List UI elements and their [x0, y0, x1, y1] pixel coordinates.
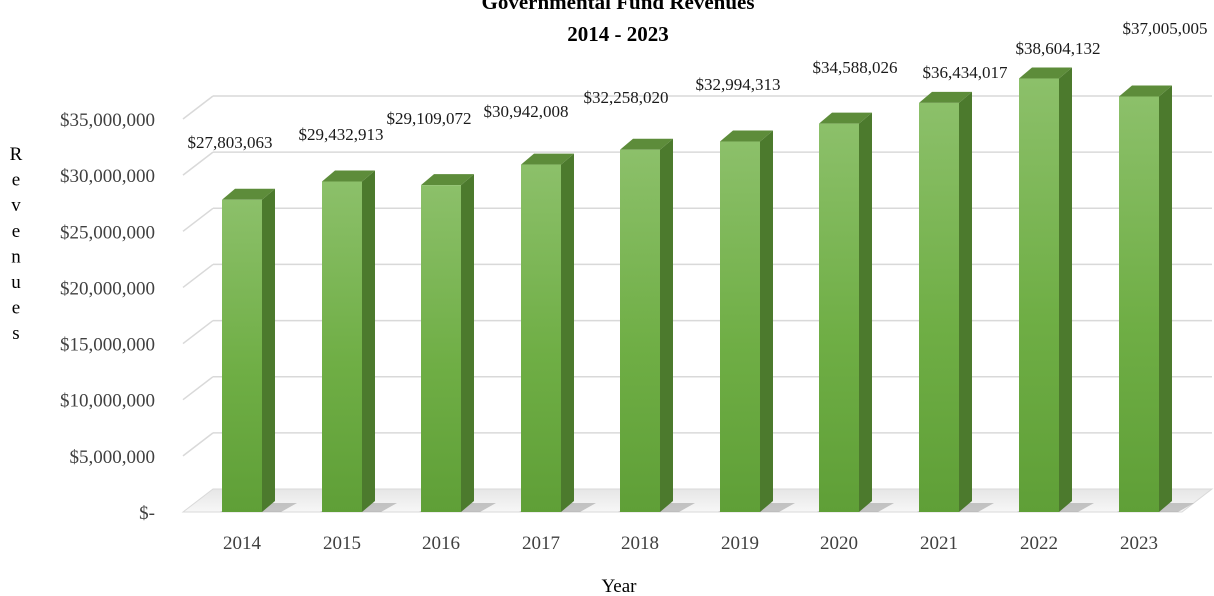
bar-top [720, 130, 773, 142]
bar-top [1019, 67, 1072, 79]
bar-front [222, 199, 262, 512]
x-tick-label: 2019 [721, 533, 759, 554]
bar-front [819, 123, 859, 512]
bar-side [1159, 85, 1172, 512]
y-tick-label: $25,000,000 [60, 222, 155, 243]
bar-side [561, 153, 574, 512]
bar-2018 [618, 138, 695, 512]
bars [220, 67, 1194, 512]
chart-subtitle: 2014 - 2023 [567, 22, 669, 46]
bar-2016 [419, 174, 496, 512]
y-tick-label: $10,000,000 [60, 391, 155, 412]
bar-2021 [917, 91, 994, 512]
data-label: $37,005,005 [1123, 19, 1208, 38]
bar-top [919, 91, 972, 103]
y-axis-title-letter: s [12, 323, 19, 344]
gridline-diagonal [182, 207, 214, 232]
x-tick-label: 2023 [1120, 533, 1158, 554]
y-axis-title-letter: e [12, 298, 20, 319]
bar-front [620, 149, 660, 512]
bar-front [521, 164, 561, 512]
y-axis-title: Revenues [10, 144, 23, 344]
bar-2022 [1017, 67, 1094, 512]
bar-side [461, 174, 474, 512]
x-tick-label: 2021 [920, 533, 958, 554]
data-labels: $27,803,063 $29,432,913$29,109,072 $30,942… [188, 19, 1208, 152]
bar-2014 [220, 188, 297, 512]
x-tick-label: 2017 [522, 533, 560, 554]
bar-front [919, 102, 959, 512]
data-label: $32,994,313 [696, 75, 781, 94]
data-label: $27,803,063 [188, 133, 273, 152]
data-label: $30,942,008 [484, 102, 569, 121]
y-axis-title-letter: e [12, 170, 20, 191]
data-label: $29,432,913 [299, 125, 384, 144]
data-label: $38,604,132 [1016, 39, 1101, 58]
x-tick-label: 2018 [621, 533, 659, 554]
bar-side [660, 138, 673, 512]
bar-side [959, 91, 972, 512]
bar-side [362, 170, 375, 512]
bar-top [322, 170, 375, 182]
bar-top [1119, 85, 1172, 97]
data-label: $32,258,020 [584, 88, 669, 107]
bar-2020 [817, 112, 894, 512]
bar-side [1059, 67, 1072, 512]
x-axis-ticks: 2014 2015 2016 2017 2018 2019 2020 2021 2022 2023 [223, 533, 1158, 554]
bar-side [760, 130, 773, 512]
bar-2015 [320, 170, 397, 512]
bar-2019 [718, 130, 795, 512]
y-tick-label: $20,000,000 [60, 278, 155, 299]
x-tick-label: 2022 [1020, 533, 1058, 554]
x-tick-label: 2020 [820, 533, 858, 554]
y-axis-title-letter: u [11, 272, 21, 293]
data-label: $36,434,017 [923, 63, 1009, 82]
y-tick-label: $15,000,000 [60, 335, 155, 356]
bar-front [322, 181, 362, 512]
data-label: $34,588,026 [813, 58, 898, 77]
x-tick-label: 2015 [323, 533, 361, 554]
gridline-diagonal [182, 151, 214, 176]
y-axis-ticks: $- $5,000,000 $10,000,000 $15,000,000 $20,00… [60, 110, 155, 524]
x-tick-label: 2014 [223, 533, 262, 554]
x-tick-label: 2016 [422, 533, 460, 554]
bar-top [222, 188, 275, 200]
y-axis-title-letter: v [11, 195, 21, 216]
bar-front [1119, 96, 1159, 512]
gridline-diagonal [182, 95, 214, 120]
bar-side [262, 188, 275, 512]
gridline-diagonal [182, 319, 214, 345]
bar-side [859, 112, 872, 512]
bar-2023 [1117, 85, 1194, 512]
y-tick-label: $5,000,000 [70, 447, 156, 468]
bar-top [620, 138, 673, 150]
bar-front [421, 185, 461, 512]
y-axis-title-letter: n [11, 246, 21, 267]
gridline-diagonal [182, 432, 214, 457]
gridline-diagonal [182, 376, 214, 401]
y-axis-title-letter: e [12, 221, 20, 242]
chart-title: Governmental Fund Revenues [482, 0, 755, 14]
y-tick-label: $35,000,000 [60, 110, 155, 131]
y-tick-label: $- [139, 503, 155, 524]
bar-top [819, 112, 872, 124]
x-axis-title: Year [601, 576, 637, 596]
y-tick-label: $30,000,000 [60, 166, 155, 187]
bar-front [1019, 78, 1059, 512]
y-axis-title-letter: R [10, 144, 23, 165]
bar-2017 [519, 153, 596, 512]
gridline-diagonal [182, 263, 214, 289]
data-label: $29,109,072 [387, 109, 472, 128]
bar-top [521, 153, 574, 165]
bar-top [421, 174, 474, 186]
bar-front [720, 141, 760, 512]
